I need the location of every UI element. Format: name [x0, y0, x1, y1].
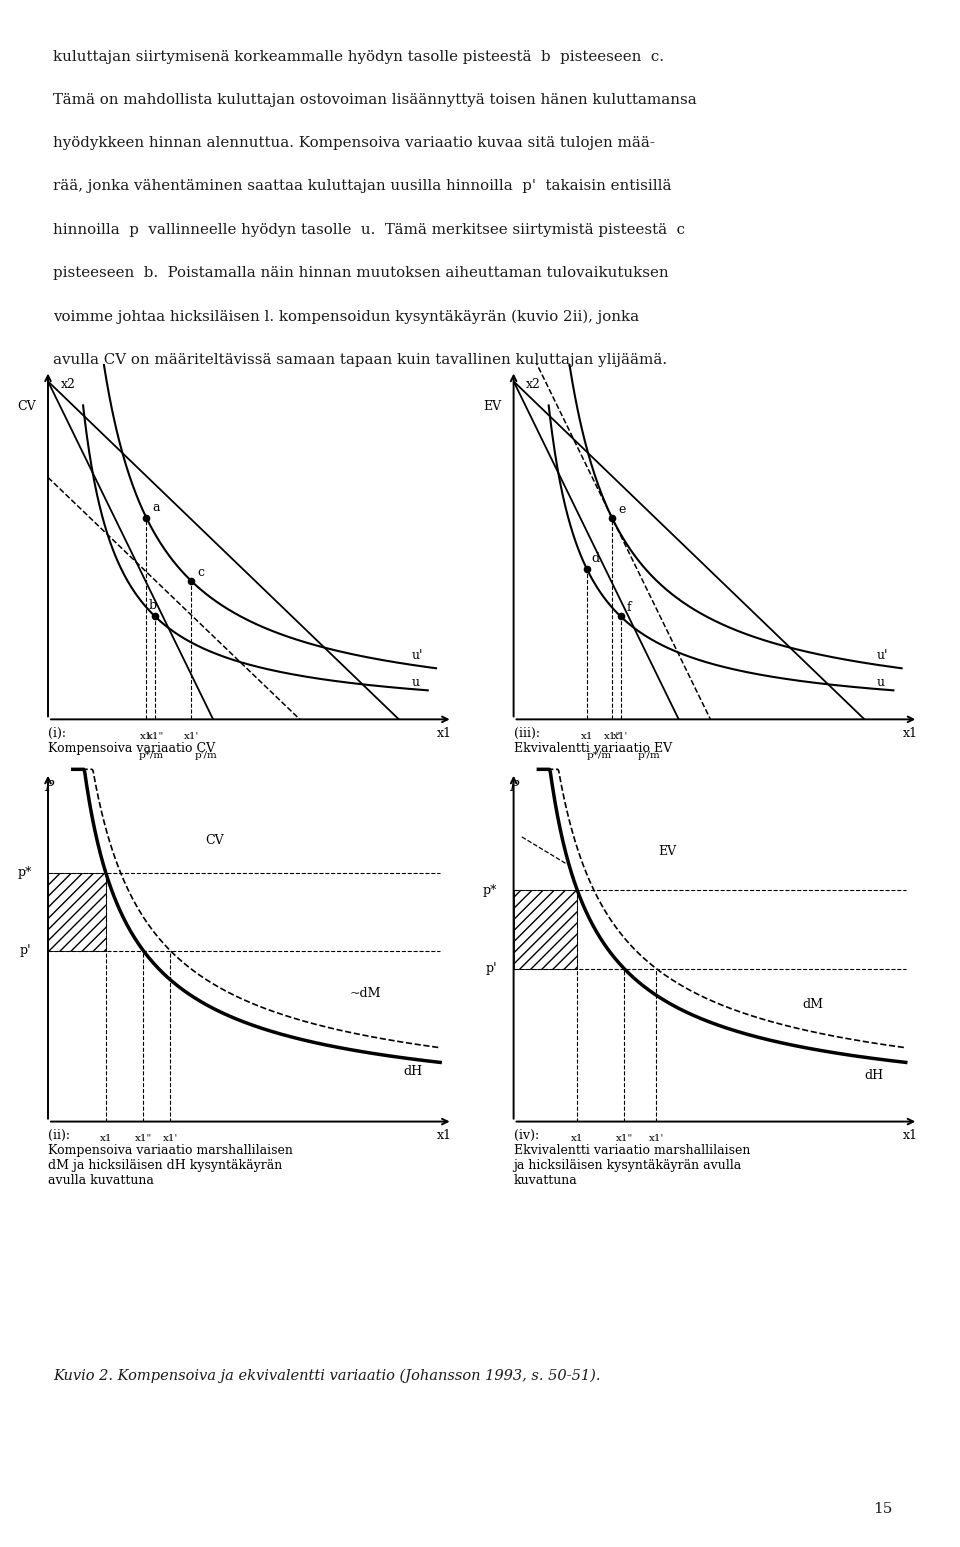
Text: hinnoilla  p  vallinneelle hyödyn tasolle  u.  Tämä merkitsee siirtymistä pistee: hinnoilla p vallinneelle hyödyn tasolle … — [53, 223, 684, 237]
Text: x1": x1" — [615, 1134, 633, 1143]
Text: EV: EV — [659, 845, 676, 857]
Text: x1': x1' — [184, 732, 199, 741]
Text: p': p' — [20, 944, 32, 958]
Text: ~dM: ~dM — [349, 987, 381, 999]
Text: x1: x1 — [100, 1134, 112, 1143]
Text: x1": x1" — [147, 732, 164, 741]
Text: Tämä on mahdollista kuluttajan ostovoiman lisäännyttyä toisen hänen kuluttamansa: Tämä on mahdollista kuluttajan ostovoima… — [53, 93, 697, 107]
Text: u: u — [876, 676, 885, 688]
Text: u': u' — [876, 648, 888, 662]
Text: (iii):
Ekvivalentti variaatio EV: (iii): Ekvivalentti variaatio EV — [514, 727, 672, 755]
Text: Kuvio 2. Kompensoiva ja ekvivalentti variaatio (Johansson 1993, s. 50-51).: Kuvio 2. Kompensoiva ja ekvivalentti var… — [53, 1369, 600, 1383]
Text: x2: x2 — [60, 377, 75, 391]
Text: CV: CV — [17, 399, 36, 413]
Text: f: f — [627, 600, 632, 614]
Text: d: d — [591, 552, 599, 565]
Text: x1: x1 — [571, 1134, 584, 1143]
Text: dM: dM — [803, 998, 824, 1010]
Text: EV: EV — [483, 399, 501, 413]
Text: u': u' — [411, 648, 422, 662]
Text: p'/m: p'/m — [195, 752, 218, 761]
Text: CV: CV — [204, 834, 224, 848]
Text: pisteeseen  b.  Poistamalla näin hinnan muutoksen aiheuttaman tulovaikutuksen: pisteeseen b. Poistamalla näin hinnan mu… — [53, 266, 668, 280]
Text: x1: x1 — [140, 732, 153, 741]
Text: dH: dH — [864, 1069, 883, 1081]
Text: P: P — [44, 780, 53, 794]
Text: p*: p* — [17, 866, 32, 879]
Text: avulla CV on määriteltävissä samaan tapaan kuin tavallinen kuluttajan ylijäämä.: avulla CV on määriteltävissä samaan tapa… — [53, 353, 667, 367]
Text: b: b — [149, 599, 157, 613]
Text: rää, jonka vähentäminen saattaa kuluttajan uusilla hinnoilla  p'  takaisin entis: rää, jonka vähentäminen saattaa kuluttaj… — [53, 179, 671, 193]
Text: x1: x1 — [437, 1129, 452, 1142]
Text: x1': x1' — [649, 1134, 664, 1143]
Text: P: P — [510, 780, 518, 794]
Text: voimme johtaa hicksiläisen l. kompensoidun kysyntäkäyrän (kuvio 2ii), jonka: voimme johtaa hicksiläisen l. kompensoid… — [53, 309, 639, 323]
Text: p*/m: p*/m — [138, 752, 163, 761]
Text: e: e — [618, 503, 626, 515]
Text: a: a — [153, 501, 160, 514]
Text: p*/m: p*/m — [587, 752, 612, 761]
Text: hyödykkeen hinnan alennuttua. Kompensoiva variaatio kuvaa sitä tulojen mää-: hyödykkeen hinnan alennuttua. Kompensoiv… — [53, 136, 655, 150]
Text: x1: x1 — [437, 727, 452, 739]
Text: x1": x1" — [134, 1134, 152, 1143]
Text: x1': x1' — [612, 732, 628, 741]
Text: dH: dH — [403, 1066, 422, 1078]
Text: x1: x1 — [902, 727, 918, 739]
Text: (ii):
Kompensoiva variaatio marshallilaisen
dM ja hicksiläisen dH kysyntäkäyrän
: (ii): Kompensoiva variaatio marshallilai… — [48, 1129, 293, 1187]
Text: p': p' — [486, 962, 497, 975]
Text: x2: x2 — [526, 377, 540, 391]
Text: c: c — [198, 566, 204, 579]
Text: x1: x1 — [902, 1129, 918, 1142]
Text: (i):
Kompensoiva variaatio CV: (i): Kompensoiva variaatio CV — [48, 727, 215, 755]
Text: x1': x1' — [163, 1134, 178, 1143]
Text: (iv):
Ekvivalentti variaatio marshallilaisen
ja hicksiläisen kysyntäkäyrän avull: (iv): Ekvivalentti variaatio marshallila… — [514, 1129, 750, 1187]
Text: x1: x1 — [581, 732, 593, 741]
Text: p*: p* — [483, 883, 497, 897]
Text: u: u — [411, 676, 420, 688]
Text: x1": x1" — [604, 732, 621, 741]
Text: p'/m: p'/m — [638, 752, 660, 761]
Text: kuluttajan siirtymisenä korkeammalle hyödyn tasolle pisteestä  b  pisteeseen  c.: kuluttajan siirtymisenä korkeammalle hyö… — [53, 50, 663, 63]
Text: 15: 15 — [874, 1502, 893, 1516]
